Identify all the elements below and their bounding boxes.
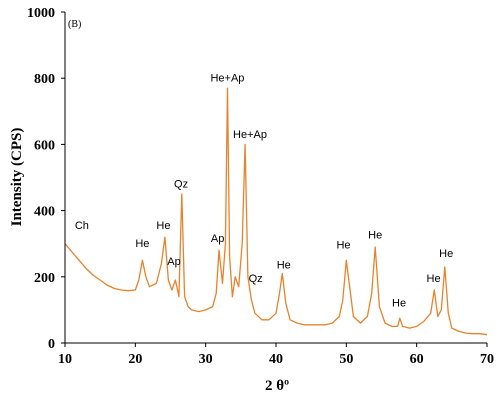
peak-label: Qz	[249, 273, 263, 285]
y-tick-label: 400	[34, 205, 55, 220]
y-tick-label: 800	[34, 72, 55, 87]
peak-label: He	[156, 220, 170, 232]
peak-label: He	[368, 230, 382, 242]
x-tick-label: 60	[410, 352, 424, 367]
peak-label: He	[439, 248, 453, 260]
peak-label: Qz	[174, 178, 188, 190]
y-axis-ticks: 0 200 400 600 800 1000	[27, 6, 65, 352]
diffraction-pattern-line	[64, 87, 488, 336]
peak-label: He	[392, 298, 406, 310]
x-tick-label: 30	[199, 352, 213, 367]
peak-label: Ap	[167, 256, 180, 268]
peak-label: He	[135, 238, 149, 250]
peak-label: He+Ap	[210, 73, 244, 85]
y-tick-label: 200	[34, 271, 55, 286]
x-tick-label: 20	[128, 352, 142, 367]
peak-label: He+Ap	[233, 129, 267, 141]
x-tick-label: 10	[58, 352, 72, 367]
peak-labels: Ch He He Ap Qz Ap He+Ap He+Ap Qz He He He He He He	[75, 73, 453, 310]
y-tick-label: 0	[48, 337, 55, 352]
y-tick-label: 600	[34, 138, 55, 153]
y-tick-label: 1000	[27, 6, 55, 21]
x-tick-label: 70	[480, 352, 494, 367]
peak-label: He	[427, 273, 441, 285]
plot-area	[64, 87, 488, 336]
x-axis-ticks: 10 20 30 40 50 60 70	[58, 343, 494, 367]
peak-label: He	[277, 260, 291, 272]
x-tick-label: 50	[339, 352, 353, 367]
x-axis-title: 2 θº	[265, 378, 289, 394]
y-axis-title: Intensity (CPS)	[9, 128, 25, 227]
x-tick-label: 40	[269, 352, 283, 367]
panel-label: (B)	[68, 19, 81, 30]
peak-label: He	[336, 240, 350, 252]
peak-label: Ap	[211, 233, 224, 245]
peak-label: Ch	[75, 220, 89, 232]
